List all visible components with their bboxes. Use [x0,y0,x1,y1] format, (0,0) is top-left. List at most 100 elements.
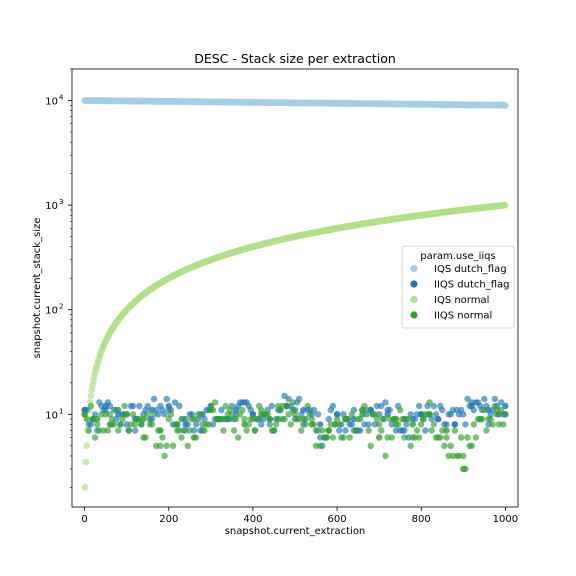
data-point [113,406,120,414]
data-point [106,411,114,418]
data-point [249,411,257,418]
data-point [394,421,402,428]
x-tick-label: 1000 [493,514,518,525]
x-tick-label: 600 [328,514,347,525]
data-point [81,484,89,491]
y-tick-label: 10 [45,306,58,317]
data-point [281,415,288,423]
data-point [165,402,172,410]
data-point [106,421,114,428]
data-point [91,411,99,418]
data-point [165,415,172,423]
data-point [115,427,122,434]
data-point [171,399,179,406]
data-point [384,411,391,418]
data-point [380,415,387,423]
data-point [197,411,204,418]
data-point [108,415,116,423]
data-point [266,421,273,428]
data-point [314,411,322,418]
data-point [481,395,488,403]
x-axis: 0 200 400 600 800 1000 [81,507,518,525]
data-point [88,386,96,394]
data-point [125,427,132,434]
data-point [443,427,450,434]
y-tick-label: 10 [45,410,58,421]
data-point [500,421,507,428]
data-point [140,415,147,423]
data-point [291,406,299,414]
data-point [235,434,242,441]
legend-label: IIQS dutch_flag [434,280,510,291]
data-point [491,395,499,403]
data-point [272,421,280,428]
data-point [367,442,374,449]
data-point [340,411,347,418]
data-point [428,415,435,423]
data-point [87,392,95,400]
data-point [378,402,385,410]
data-point [300,406,307,414]
data-point [232,406,240,414]
data-point [392,415,400,423]
data-point [131,421,139,428]
data-point [426,411,433,418]
data-point [462,421,469,428]
data-point [470,421,477,428]
data-point [258,411,265,418]
y-tick-exponent: 2 [59,303,63,311]
data-point [472,434,480,441]
data-point [117,421,124,428]
data-point [251,427,259,434]
data-point [220,427,227,434]
legend-label: IQS dutch_flag [434,264,507,275]
data-point [308,421,315,428]
data-point [275,415,282,423]
data-point [287,421,294,428]
data-point [190,415,198,423]
data-point [464,434,471,441]
data-point [230,427,238,434]
data-point [129,411,137,418]
data-point [325,427,332,434]
x-tick-label: 800 [412,514,431,525]
data-point [329,402,337,410]
data-point [401,434,408,441]
data-point [102,402,109,410]
data-point [201,415,208,423]
data-point [87,421,95,428]
data-point [163,395,170,403]
data-point [161,452,168,460]
data-point [186,427,193,434]
data-point [460,452,467,460]
data-point [218,415,225,423]
data-point [397,406,404,414]
data-point [401,427,408,434]
data-point [190,434,198,441]
data-point [407,442,414,449]
data-point [121,402,128,410]
data-point [228,411,236,418]
data-point [336,427,343,434]
data-point [382,452,389,460]
data-point [81,411,88,418]
data-point [159,434,166,441]
data-point [443,434,450,441]
data-point [264,411,271,418]
data-point [405,415,412,423]
data-point [222,402,229,410]
data-point [188,411,196,418]
data-point [498,406,505,414]
data-point [460,411,467,418]
data-point [192,421,200,428]
data-point [409,421,416,428]
legend-label: IQS normal [434,295,489,306]
data-point [418,421,425,428]
data-point [426,399,433,406]
data-point [502,402,509,410]
x-axis-label: snapshot.current_extraction [225,526,366,537]
data-point [136,402,143,410]
data-point [207,406,214,414]
